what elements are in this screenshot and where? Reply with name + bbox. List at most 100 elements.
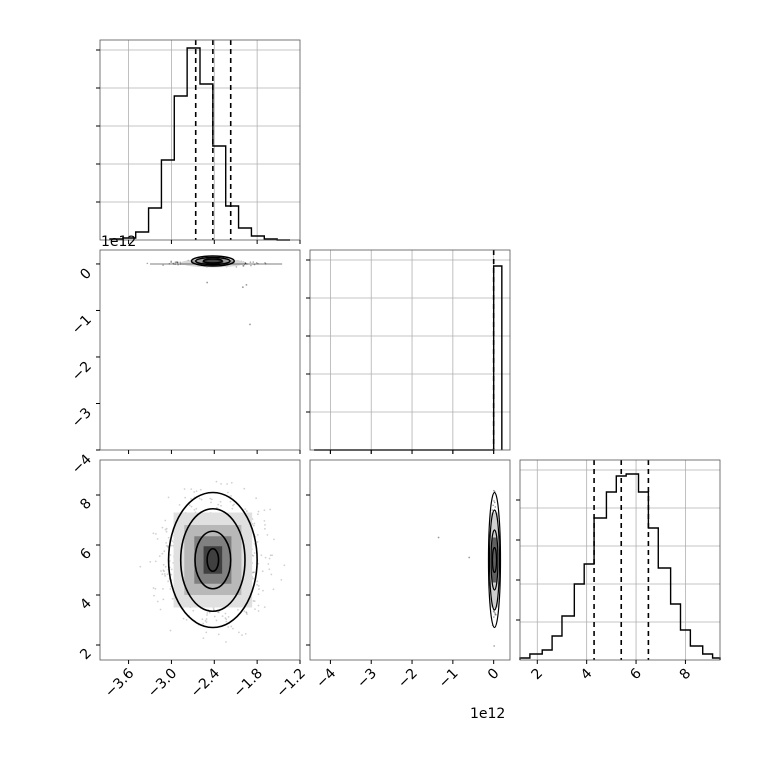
- offset-label-1e12-y: 1e12: [101, 234, 136, 250]
- scatter-point: [493, 501, 496, 504]
- axes-frame: [309, 459, 511, 661]
- scatter-point: [253, 522, 256, 525]
- scatter-point: [493, 611, 495, 613]
- contour-line: [167, 491, 258, 629]
- scatter-point: [195, 490, 198, 493]
- scatter-point: [154, 560, 157, 563]
- scatter-point: [192, 609, 195, 612]
- scatter-point: [152, 532, 155, 535]
- y-tick-label: 4: [77, 595, 95, 613]
- scatter-point: [161, 526, 164, 529]
- scatter-point: [263, 527, 266, 530]
- contour-line: [491, 546, 498, 574]
- scatter-point: [146, 262, 149, 265]
- scatter-point: [273, 538, 275, 541]
- scatter-point: [164, 528, 167, 531]
- scatter-point: [149, 561, 152, 563]
- y-tick-label: −3: [69, 405, 95, 431]
- scatter-point: [257, 610, 260, 612]
- scatter-point: [258, 588, 260, 590]
- scatter-point: [204, 619, 207, 622]
- scatter-point: [215, 480, 218, 483]
- scatter-point: [185, 619, 188, 621]
- scatter-point: [256, 580, 259, 583]
- scatter-point: [190, 488, 193, 491]
- scatter-point: [158, 555, 161, 558]
- scatter-point: [264, 524, 266, 526]
- scatter-point: [170, 260, 172, 263]
- scatter-point: [270, 573, 273, 576]
- scatter-point: [202, 637, 205, 640]
- scatter-point: [250, 264, 252, 267]
- y-tick-label: −2: [69, 358, 95, 384]
- scatter-point: [155, 532, 157, 535]
- y-tick-label: −4: [69, 451, 95, 477]
- x-tick-label: −2: [395, 666, 421, 692]
- scatter-point: [162, 588, 164, 590]
- scatter-point: [201, 618, 204, 621]
- scatter-point: [206, 614, 208, 616]
- scatter-point: [163, 550, 166, 553]
- scatter-point: [170, 568, 173, 571]
- x-tick-label: −3.0: [145, 666, 180, 701]
- scatter-point: [254, 608, 256, 611]
- scatter-point: [238, 631, 240, 634]
- scatter-point: [174, 261, 177, 264]
- scatter-point: [164, 519, 167, 522]
- scatter-point: [161, 552, 164, 555]
- scatter-point: [160, 570, 162, 572]
- x-tick-label: 2: [528, 666, 546, 684]
- histogram-steps: [109, 47, 290, 241]
- scatter-point: [213, 615, 216, 618]
- scatter-point: [243, 610, 246, 613]
- contour-line: [190, 255, 236, 267]
- scatter-point: [268, 557, 271, 560]
- scatter-point: [169, 629, 172, 632]
- scatter-point: [219, 500, 222, 503]
- scatter-point: [267, 563, 270, 565]
- scatter-point: [237, 608, 239, 611]
- scatter-point: [269, 554, 272, 557]
- x-tick-label: −3: [354, 666, 380, 692]
- scatter-point: [220, 482, 222, 485]
- scatter-point: [210, 498, 213, 501]
- scatter-point: [165, 527, 168, 530]
- scatter-point: [218, 611, 220, 613]
- scatter-point: [176, 261, 178, 264]
- axes-frame: [519, 459, 721, 661]
- scatter-point: [212, 608, 215, 611]
- y-tick-label: 8: [77, 496, 95, 514]
- scatter-point: [215, 619, 218, 622]
- scatter-point: [242, 264, 244, 267]
- scatter-point: [257, 584, 260, 587]
- scatter-point: [163, 573, 166, 575]
- scatter-point: [494, 506, 497, 508]
- scatter-point: [260, 554, 263, 557]
- scatter-point: [175, 261, 178, 263]
- y-tick-label: 0: [77, 265, 95, 283]
- scatter-point: [244, 632, 247, 635]
- scatter-point: [224, 612, 227, 615]
- scatter-point: [492, 610, 495, 612]
- scatter-point: [167, 536, 170, 539]
- offset-label-1e12-x: 1e12: [470, 706, 505, 722]
- scatter-point: [264, 556, 267, 559]
- scatter-point: [252, 524, 255, 527]
- scatter-point: [226, 491, 229, 494]
- scatter-point: [280, 578, 283, 581]
- scatter-point: [244, 262, 247, 264]
- scatter-point: [225, 641, 227, 643]
- scatter-point: [183, 488, 186, 490]
- contour-line: [179, 507, 246, 613]
- scatter-point: [229, 500, 232, 503]
- scatter-point: [159, 608, 162, 611]
- scatter-point: [493, 489, 495, 492]
- x-tick-label: 0: [485, 666, 503, 684]
- scatter-point: [245, 611, 248, 614]
- scatter-point: [246, 613, 248, 616]
- axes-frame: [99, 459, 301, 661]
- scatter-point: [162, 264, 164, 267]
- contour-line: [202, 258, 223, 264]
- scatter-point: [221, 615, 224, 618]
